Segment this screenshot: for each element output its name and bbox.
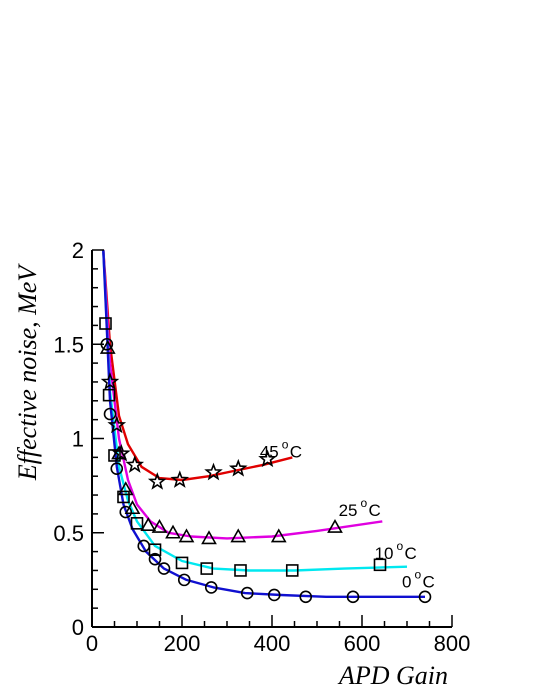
fit-line-circle [102, 249, 425, 598]
degree-symbol: o [361, 496, 368, 510]
marker-circle [299, 590, 313, 604]
marker-square [102, 388, 116, 402]
marker-square [175, 556, 189, 570]
marker-circle [204, 581, 218, 594]
x-tick-label: 400 [254, 631, 291, 656]
marker-square [130, 517, 144, 530]
marker-circle [119, 505, 133, 519]
x-axis-title: APD Gain [337, 661, 448, 690]
temperature-value: 10 [375, 544, 394, 563]
marker-star [170, 470, 190, 488]
marker-circle [240, 586, 254, 600]
marker-square [285, 564, 299, 577]
marker-circle [267, 588, 281, 602]
y-axis-title: Effective noise, MeV [13, 263, 42, 482]
marker-circle [137, 539, 151, 553]
marker-square [200, 562, 214, 575]
temperature-unit: C [423, 572, 435, 591]
marker-star [125, 455, 145, 473]
marker-square [234, 564, 247, 577]
x-tick-label: 800 [434, 631, 471, 656]
marker-triangle [178, 528, 195, 543]
marker-star [147, 472, 167, 490]
marker-circle [177, 573, 191, 587]
temperature-value: 25 [339, 501, 358, 520]
marker-triangle [111, 445, 127, 460]
y-tick-label: 1 [72, 427, 84, 452]
marker-circle [346, 590, 360, 604]
marker-circle [148, 552, 162, 566]
x-tick-label: 0 [86, 631, 98, 656]
temperature-label: 25 o C [339, 496, 381, 520]
temperature-label: 10 o C [375, 539, 417, 563]
marker-circle [418, 590, 432, 604]
marker-star [204, 462, 223, 481]
marker-circle [110, 462, 124, 475]
degree-symbol: o [282, 437, 289, 451]
y-tick-label: 2 [72, 238, 84, 263]
y-tick-label: 0.5 [53, 521, 84, 546]
marker-triangle [270, 528, 287, 543]
temperature-unit: C [290, 442, 302, 461]
marker-triangle [117, 481, 134, 496]
marker-triangle [327, 518, 343, 533]
x-tick-label: 200 [164, 631, 201, 656]
axis-ticks: 0 200 400 600 800 0 0.5 1 1.5 2 [53, 238, 470, 656]
fit-line-square [102, 249, 408, 572]
degree-symbol: o [397, 539, 404, 553]
marker-star [100, 372, 120, 390]
marker-star [258, 449, 277, 468]
marker-triangle [151, 518, 168, 533]
data-markers [99, 317, 432, 604]
temperature-annotations: 45 o C25 o C10 o C0 o C [260, 437, 435, 591]
marker-square [148, 543, 162, 557]
fit-line-triangle [102, 249, 383, 540]
marker-triangle [201, 530, 217, 545]
marker-triangle [140, 517, 157, 532]
marker-square [373, 558, 387, 572]
marker-circle [157, 562, 171, 575]
marker-circle [103, 407, 117, 421]
temperature-unit: C [369, 501, 381, 520]
marker-square [99, 317, 112, 330]
temperature-unit: C [405, 544, 417, 563]
x-tick-label: 600 [344, 631, 381, 656]
y-tick-label: 0 [72, 615, 84, 640]
marker-star [228, 458, 248, 477]
temperature-value: 45 [260, 442, 279, 461]
temperature-label: 45 o C [260, 437, 302, 461]
marker-square [117, 490, 130, 504]
marker-star [107, 415, 127, 434]
temperature-value: 0 [402, 572, 411, 591]
marker-square [108, 449, 121, 462]
y-tick-label: 1.5 [53, 332, 84, 357]
marker-triangle [230, 528, 247, 543]
degree-symbol: o [415, 567, 422, 581]
marker-triangle [165, 524, 181, 539]
